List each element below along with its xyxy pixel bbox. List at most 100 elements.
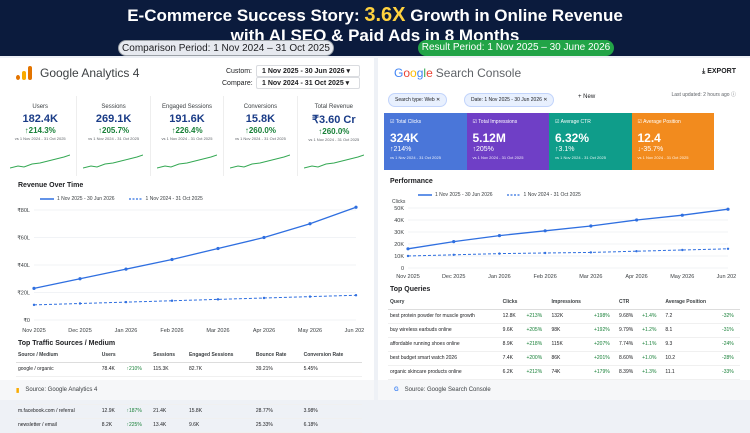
x-tick-label: Feb 2026 — [534, 274, 557, 280]
table-cell: 9.3 — [663, 337, 721, 352]
query-row[interactable]: organic skincare products online 6.2K +212… — [388, 365, 740, 380]
table-cell: ↑210% — [124, 362, 152, 377]
search-console-panel: Google Search Console ⤓ EXPORT Search typ… — [378, 58, 750, 400]
card-total-clicks[interactable]: ☑ Total Clicks 324K ↑214% vs 1 Nov 2024 - 3… — [384, 113, 467, 170]
table-cell: +198% — [591, 309, 617, 324]
card-average-position[interactable]: ☑ Average Position 12.4 ↓-35.7% vs 1 Nov 20… — [631, 113, 714, 170]
table-cell: +1.4% — [640, 309, 664, 324]
legend-previous: 1 Nov 2024 - 31 Oct 2025 — [128, 196, 203, 202]
table-cell: -33% — [720, 365, 740, 380]
column-header[interactable]: Conversion Rate — [301, 348, 362, 363]
card-name: Total Clicks — [395, 119, 422, 125]
sparkline — [83, 154, 144, 169]
table-cell: +179% — [591, 365, 617, 380]
table-cell: 6.2K — [500, 365, 525, 380]
new-filter-button[interactable]: + New — [578, 94, 596, 100]
top-queries-table: Query Clicks Impressions CTR Average Positio… — [388, 295, 740, 380]
custom-date-row[interactable]: Custom: 1 Nov 2025 - 30 Jun 2026 ▾ — [222, 65, 360, 77]
column-header[interactable]: Users — [99, 348, 125, 363]
column-header[interactable]: Sessions — [151, 348, 187, 363]
kpi-value: ₹3.60 Cr — [311, 114, 356, 126]
data-point — [262, 235, 266, 240]
google-analytics-logo-icon: ▮ — [16, 387, 20, 394]
table-header-row: Source / Medium Users Sessions Engaged Sess… — [16, 348, 362, 363]
table-cell: 11.1 — [663, 365, 721, 380]
table-cell: 115K — [549, 337, 592, 352]
kpi-sessions[interactable]: Sessions 269.1K ↑205.7% vs 1 Nov 2024 - 31 … — [77, 96, 151, 176]
headline-pre: E-Commerce Success Story: — [127, 6, 365, 25]
column-header[interactable] — [720, 295, 740, 310]
data-point — [726, 247, 730, 250]
traffic-source-row[interactable]: newsletter / email 8.2K ↑225% 13.4K 9.6K 25.3… — [16, 418, 362, 433]
table-cell: -31% — [720, 323, 740, 338]
performance-chart: 0 10K 20K 30K 40K 50K Nov 2025 Dec 2025 Jan 2026… — [394, 206, 736, 280]
kpi-engaged-sessions[interactable]: Engaged Sessions 191.6K ↑226.4% vs 1 Nov 20… — [151, 96, 225, 176]
column-header[interactable]: Source / Medium — [16, 348, 100, 363]
date-chip-label: Date: 1 Nov 2025 - 30 Jun 2026 — [471, 97, 542, 103]
result-period-pill: Result Period: 1 Nov 2025 – 30 June 2026 — [418, 40, 614, 56]
data-point — [726, 207, 730, 211]
column-header[interactable] — [124, 348, 152, 363]
checkbox-icon[interactable]: ☑ — [637, 119, 642, 125]
kpi-sub: vs 1 Nov 2024 - 31 Oct 2025 — [308, 137, 360, 142]
query-row[interactable]: best budget smart watch 2026 7.4K +200% 86K… — [388, 351, 740, 366]
chevron-down-icon: ▾ — [345, 80, 350, 87]
data-point — [543, 251, 547, 255]
column-header[interactable]: Impressions — [549, 295, 592, 310]
search-type-chip[interactable]: Search type: Web ✕ — [388, 93, 448, 107]
column-header[interactable] — [591, 295, 617, 310]
data-point — [589, 224, 593, 228]
date-chip[interactable]: Date: 1 Nov 2025 - 30 Jun 2026 ✕ — [464, 93, 555, 107]
download-icon: ⤓ — [702, 68, 706, 75]
kpi-name: Sessions — [101, 104, 126, 110]
checkbox-icon[interactable]: ☑ — [472, 119, 477, 125]
data-point — [354, 294, 358, 297]
column-header[interactable] — [524, 295, 550, 310]
series-line-previous — [33, 294, 357, 306]
card-name: Average CTR — [560, 119, 591, 125]
kpi-conversions[interactable]: Conversions 15.8K ↑260.0% vs 1 Nov 2024 - 3… — [224, 96, 298, 176]
compare-date-row[interactable]: Compare: 1 Nov 2024 - 31 Oct 2025 ▾ — [222, 77, 360, 89]
column-header[interactable]: CTR — [617, 295, 641, 310]
compare-label: Compare: — [222, 79, 253, 87]
data-point — [543, 229, 547, 233]
performance-legend: 1 Nov 2025 - 30 Jun 2026 1 Nov 2024 - 31… — [418, 192, 581, 198]
export-label: EXPORT — [707, 68, 736, 75]
card-total-impressions[interactable]: ☑ Total Impressions 5.12M ↑205% vs 1 Nov 20… — [466, 113, 549, 170]
kpi-users[interactable]: Users 182.4K ↑214.3% vs 1 Nov 2024 - 31 Oct… — [4, 96, 78, 176]
column-header[interactable]: Bounce Rate — [253, 348, 302, 363]
close-icon[interactable]: ✕ — [436, 97, 441, 103]
gsc-source-text: Source: Google Search Console — [404, 387, 491, 393]
y-tick-label: ₹80L — [17, 207, 30, 214]
traffic-source-row[interactable]: m.facebook.com / referral 12.9K ↑187% 21.4K… — [16, 404, 362, 419]
export-button[interactable]: ⤓ EXPORT — [702, 68, 736, 76]
data-point — [78, 302, 82, 305]
query-row[interactable]: buy wireless earbuds online 9.6K +205% 98K +… — [388, 323, 740, 338]
column-header[interactable]: Clicks — [500, 295, 525, 310]
card-average-ctr[interactable]: ☑ Average CTR 6.32% ↑3.1% vs 1 Nov 2024 - 3… — [549, 113, 632, 170]
table-cell: m.facebook.com / referral — [16, 404, 100, 419]
table-cell: ↑187% — [124, 404, 152, 419]
sparkline — [156, 154, 217, 169]
kpi-change: ↑205.7% — [98, 126, 130, 135]
column-header[interactable]: Query — [388, 295, 501, 310]
column-header[interactable]: Engaged Sessions — [186, 348, 254, 363]
help-icon[interactable]: ⓘ — [730, 92, 736, 98]
checkbox-icon[interactable]: ☑ — [555, 119, 560, 125]
column-header[interactable] — [640, 295, 664, 310]
close-icon[interactable]: ✕ — [543, 97, 548, 103]
checkbox-icon[interactable]: ☑ — [390, 119, 395, 125]
table-cell: 12.9K — [99, 404, 125, 419]
kpi-total-revenue[interactable]: Total Revenue ₹3.60 Cr ↑260.0% vs 1 Nov 202… — [298, 96, 370, 176]
x-tick-label: Dec 2025 — [68, 328, 92, 334]
compare-date-select[interactable]: 1 Nov 2024 - 31 Oct 2025 ▾ — [256, 77, 360, 89]
query-row[interactable]: best protein powder for muscle growth 12.… — [388, 309, 740, 324]
data-point — [216, 298, 220, 301]
traffic-source-row[interactable]: google / organic 78.4K ↑210% 115.3K 82.7K 39.… — [16, 362, 362, 377]
table-cell: best budget smart watch 2026 — [388, 351, 501, 366]
query-row[interactable]: affordable running shoes online 8.9K +218%… — [388, 337, 740, 352]
table-cell: -28% — [720, 351, 740, 366]
sparkline-line — [10, 154, 70, 169]
column-header[interactable]: Average Position — [663, 295, 721, 310]
custom-date-select[interactable]: 1 Nov 2025 - 30 Jun 2026 ▾ — [256, 65, 360, 77]
